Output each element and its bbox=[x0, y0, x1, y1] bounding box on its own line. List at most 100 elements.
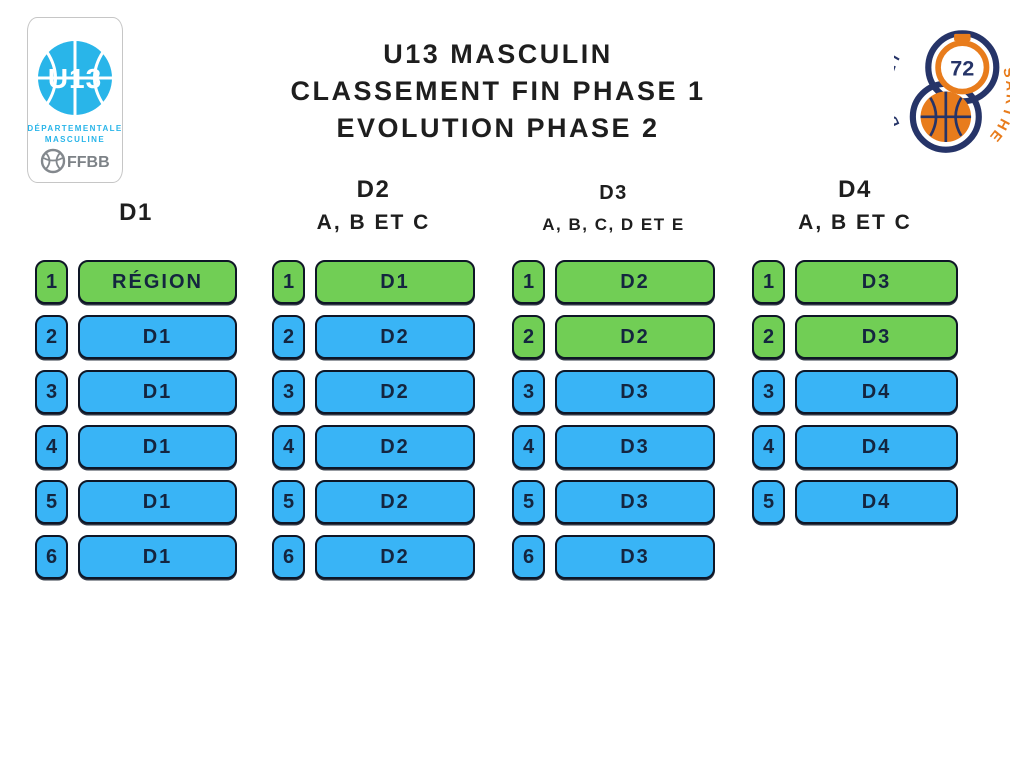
rank-badge: 4 bbox=[272, 425, 305, 469]
table-row: 5 D1 bbox=[35, 480, 237, 524]
rank-badge: 2 bbox=[272, 315, 305, 359]
division-box: D3 bbox=[555, 535, 715, 579]
table-row: 6 D3 bbox=[512, 535, 715, 579]
rank-badge: 5 bbox=[752, 480, 785, 524]
division-box: D2 bbox=[315, 480, 475, 524]
basketball-u13-icon: U13 bbox=[38, 41, 112, 115]
u13-badge-graphic: U13 DÉPARTEMENTALE MASCULINE FFBB bbox=[28, 41, 122, 174]
rank-badge: 3 bbox=[35, 370, 68, 414]
rank-badge: 4 bbox=[752, 425, 785, 469]
rank-badge: 5 bbox=[512, 480, 545, 524]
title-line-3: EVOLUTION PHASE 2 bbox=[336, 113, 660, 143]
rank-badge: 1 bbox=[752, 260, 785, 304]
table-row: 3 D2 bbox=[272, 370, 475, 414]
division-box: D4 bbox=[795, 480, 958, 524]
column-d2-header: D2 A, B ET C bbox=[272, 175, 475, 235]
division-box: D1 bbox=[78, 370, 237, 414]
column-d2-rows: 1 D1 2 D2 3 D2 4 D2 5 D2 6 D2 bbox=[272, 260, 475, 590]
column-d4-header: D4 A, B ET C bbox=[752, 175, 958, 235]
u13-ball-text: U13 bbox=[48, 63, 102, 94]
ffbb-logo-icon: FFBB bbox=[40, 148, 110, 174]
rank-badge: 3 bbox=[272, 370, 305, 414]
sarthe-logo-graphic: 72 BASKET SARTHE bbox=[894, 30, 1010, 153]
table-row: 5 D3 bbox=[512, 480, 715, 524]
seventy-two-text: 72 bbox=[950, 56, 974, 81]
rank-badge: 6 bbox=[35, 535, 68, 579]
rank-badge: 2 bbox=[35, 315, 68, 359]
division-box: D1 bbox=[78, 425, 237, 469]
table-row: 4 D2 bbox=[272, 425, 475, 469]
column-d2-title: D2 bbox=[356, 176, 391, 203]
division-box: D1 bbox=[78, 315, 237, 359]
column-d1-rows: 1 RÉGION 2 D1 3 D1 4 D1 5 D1 6 D1 bbox=[35, 260, 237, 590]
u13-departementale-badge: U13 DÉPARTEMENTALE MASCULINE FFBB bbox=[27, 17, 123, 183]
column-d3-title: D3 bbox=[599, 182, 628, 204]
column-d3-rows: 1 D2 2 D2 3 D3 4 D3 5 D3 6 D3 bbox=[512, 260, 715, 590]
column-d3-header: D3 A, B, C, D ET E bbox=[512, 175, 715, 235]
division-box: D2 bbox=[315, 425, 475, 469]
table-row: 4 D4 bbox=[752, 425, 958, 469]
rank-badge: 1 bbox=[512, 260, 545, 304]
column-d4-title: D4 bbox=[838, 176, 872, 203]
column-d4-subtitle: A, B ET C bbox=[798, 211, 912, 234]
table-row: 5 D4 bbox=[752, 480, 958, 524]
table-row: 2 D1 bbox=[35, 315, 237, 359]
basket-curved-text: BASKET bbox=[894, 47, 906, 129]
table-row: 4 D1 bbox=[35, 425, 237, 469]
division-box: D3 bbox=[795, 315, 958, 359]
title-line-2: CLASSEMENT FIN PHASE 1 bbox=[290, 76, 706, 106]
table-row: 3 D4 bbox=[752, 370, 958, 414]
table-row: 3 D1 bbox=[35, 370, 237, 414]
ffbb-text: FFBB bbox=[67, 154, 110, 171]
division-box: D1 bbox=[78, 480, 237, 524]
rank-badge: 1 bbox=[35, 260, 68, 304]
page-title: U13 MASCULIN CLASSEMENT FIN PHASE 1 EVOL… bbox=[250, 36, 746, 147]
division-box: D3 bbox=[555, 480, 715, 524]
column-d4-rows: 1 D3 2 D3 3 D4 4 D4 5 D4 bbox=[752, 260, 958, 535]
division-box: D2 bbox=[555, 260, 715, 304]
rank-badge: 1 bbox=[272, 260, 305, 304]
column-d1-title: D1 bbox=[119, 199, 153, 226]
rank-badge: 4 bbox=[35, 425, 68, 469]
division-box: D1 bbox=[315, 260, 475, 304]
table-row: 2 D2 bbox=[512, 315, 715, 359]
table-row: 1 D2 bbox=[512, 260, 715, 304]
table-row: 6 D2 bbox=[272, 535, 475, 579]
division-box: D2 bbox=[315, 370, 475, 414]
table-row: 4 D3 bbox=[512, 425, 715, 469]
table-row: 5 D2 bbox=[272, 480, 475, 524]
division-box: D1 bbox=[78, 535, 237, 579]
column-d3-subtitle: A, B, C, D ET E bbox=[542, 215, 685, 234]
table-row: 2 D3 bbox=[752, 315, 958, 359]
division-box: D4 bbox=[795, 425, 958, 469]
rank-badge: 3 bbox=[512, 370, 545, 414]
rank-badge: 2 bbox=[752, 315, 785, 359]
rank-badge: 5 bbox=[272, 480, 305, 524]
table-row: 6 D1 bbox=[35, 535, 237, 579]
ring-72-icon: 72 bbox=[935, 33, 990, 95]
basketball-icon bbox=[920, 91, 972, 143]
rank-badge: 4 bbox=[512, 425, 545, 469]
rank-badge: 2 bbox=[512, 315, 545, 359]
table-row: 3 D3 bbox=[512, 370, 715, 414]
rank-badge: 3 bbox=[752, 370, 785, 414]
table-row: 1 D3 bbox=[752, 260, 958, 304]
division-box: D3 bbox=[555, 370, 715, 414]
column-d1-header: D1 bbox=[35, 175, 237, 234]
rank-badge: 5 bbox=[35, 480, 68, 524]
badge-subtitle-line2: MASCULINE bbox=[45, 135, 105, 144]
division-box: D2 bbox=[315, 535, 475, 579]
division-box: RÉGION bbox=[78, 260, 237, 304]
table-row: 1 RÉGION bbox=[35, 260, 237, 304]
table-row: 2 D2 bbox=[272, 315, 475, 359]
basket-sarthe-72-logo: 72 BASKET SARTHE bbox=[894, 22, 1010, 158]
column-d2-subtitle: A, B ET C bbox=[316, 211, 431, 234]
division-box: D4 bbox=[795, 370, 958, 414]
rank-badge: 6 bbox=[272, 535, 305, 579]
table-row: 1 D1 bbox=[272, 260, 475, 304]
division-box: D3 bbox=[555, 425, 715, 469]
division-box: D3 bbox=[795, 260, 958, 304]
badge-subtitle-line1: DÉPARTEMENTALE bbox=[28, 124, 122, 133]
title-line-1: U13 MASCULIN bbox=[383, 39, 613, 69]
